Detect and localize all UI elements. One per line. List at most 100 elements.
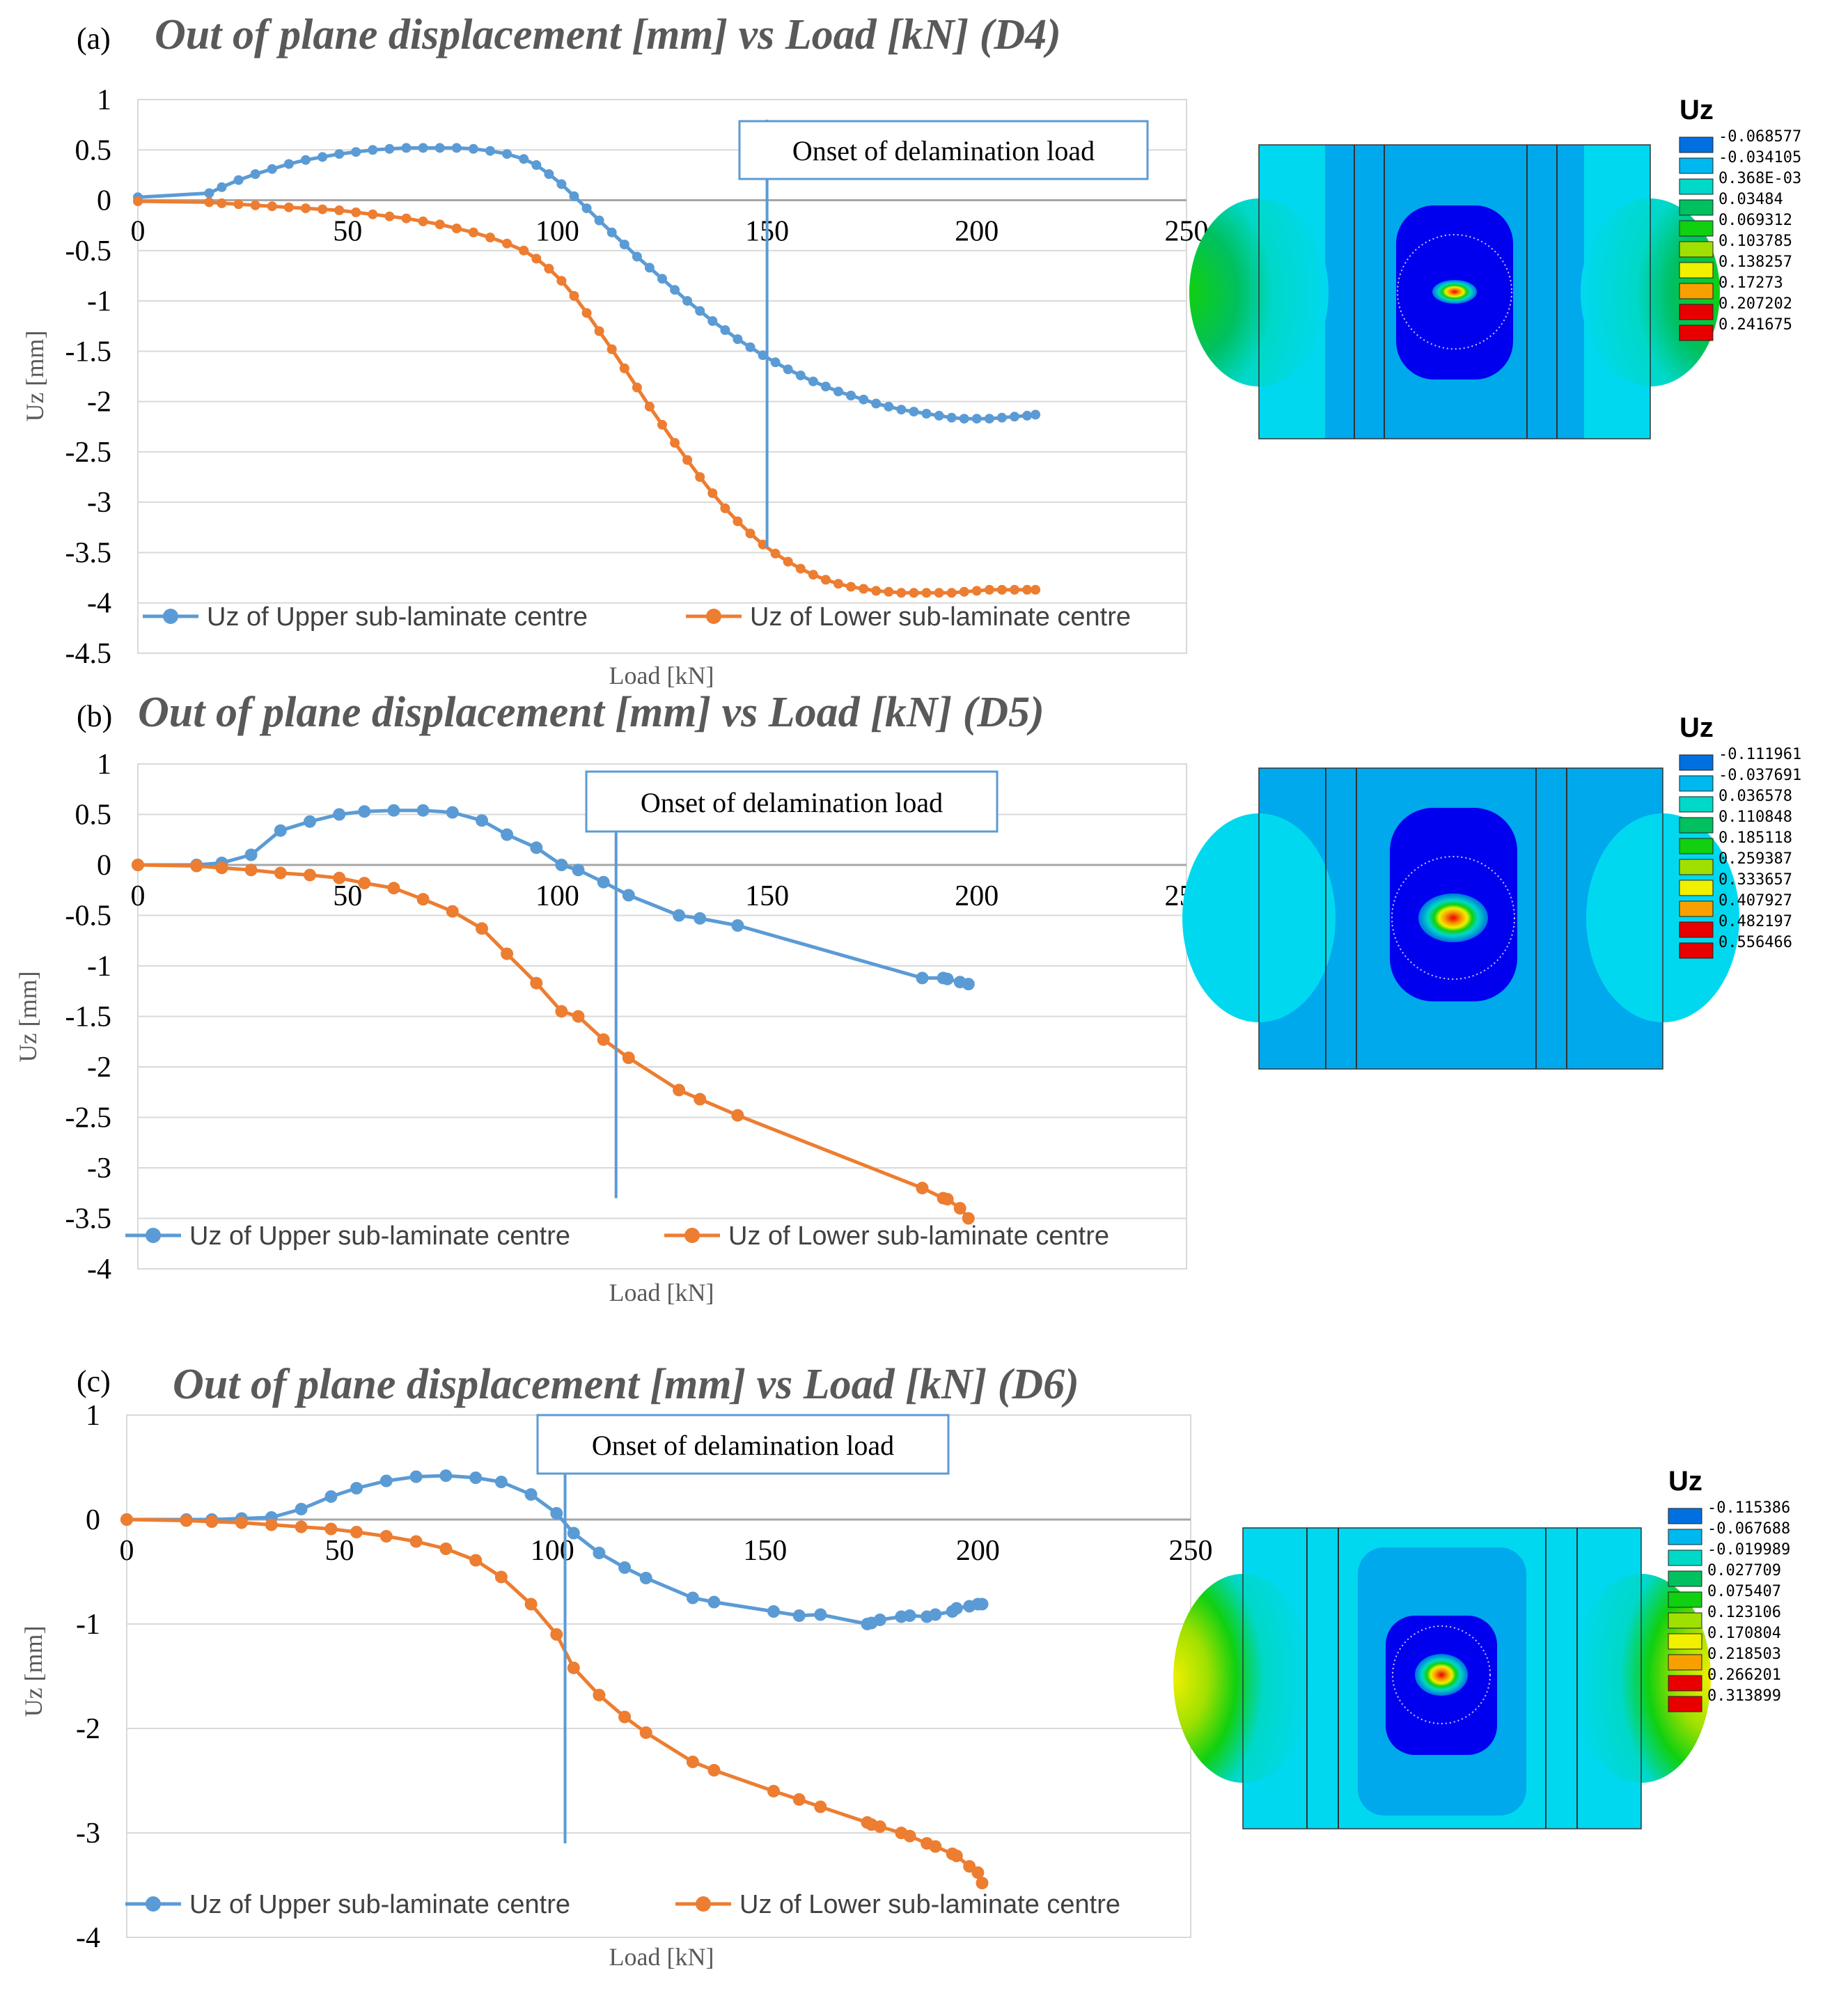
data-point-lower — [606, 344, 617, 354]
x-tick-label: 50 — [333, 216, 362, 248]
data-point-lower — [950, 1850, 963, 1862]
data-point-lower — [673, 1084, 686, 1097]
data-point-lower — [873, 1820, 886, 1833]
data-point-upper — [682, 296, 693, 306]
colorbar-value: -0.034105 — [1718, 149, 1801, 166]
x-axis-label: Load [kN] — [609, 1943, 714, 1971]
colorbar-value: 0.207202 — [1718, 295, 1792, 313]
colorbar-swatch — [1679, 880, 1714, 896]
data-point-upper — [295, 1503, 308, 1515]
y-tick-labels: 1 0.5 0 -0.5 -1 -1.5 -2 -2.5 -3 -3.5 -4 — [65, 749, 112, 1286]
data-point-upper — [476, 814, 488, 827]
colorbar-swatch — [1679, 838, 1714, 854]
data-point-lower — [903, 1829, 916, 1843]
data-point-lower — [469, 1554, 483, 1567]
colorbar-value: 0.103785 — [1718, 233, 1792, 250]
data-point-upper — [304, 815, 316, 828]
y-tick-label: -3 — [87, 487, 111, 519]
colorbar-value: 0.333657 — [1718, 871, 1792, 889]
data-point-lower — [619, 363, 629, 373]
x-axis-label: Load [kN] — [609, 1279, 714, 1306]
colorbar-swatch — [1668, 1570, 1702, 1587]
colorbar-value: 0.482197 — [1718, 913, 1792, 930]
data-point-lower — [707, 488, 718, 499]
data-point-lower — [597, 1033, 610, 1046]
data-point-lower — [1022, 584, 1033, 595]
colorbar-swatch — [1679, 817, 1714, 834]
series-line-lower — [137, 199, 1036, 595]
data-point-upper — [556, 179, 567, 189]
data-point-lower — [283, 202, 294, 212]
colorbar-swatch — [1668, 1612, 1702, 1629]
data-point-upper — [572, 864, 585, 877]
data-point-upper — [934, 410, 944, 421]
y-tick-label: -1.5 — [65, 336, 112, 368]
data-point-upper — [745, 342, 755, 352]
data-point-upper — [217, 182, 227, 192]
data-point-lower — [556, 276, 567, 286]
data-point-upper — [318, 152, 328, 162]
data-point-lower — [304, 868, 316, 882]
data-point-upper — [250, 169, 260, 179]
x-tick-label: 200 — [956, 1535, 1000, 1567]
data-point-upper — [971, 414, 982, 424]
data-point-upper — [916, 971, 929, 985]
chart-title: Out of plane displacement [mm] vs Load [… — [138, 689, 1044, 736]
data-point-lower — [524, 1598, 538, 1611]
data-point-lower — [476, 922, 488, 935]
data-point-upper — [418, 143, 428, 153]
legend-marker-upper — [146, 1896, 161, 1912]
data-point-lower — [530, 976, 543, 990]
data-point-upper — [767, 1605, 780, 1618]
data-point-lower — [233, 199, 244, 210]
data-point-lower — [639, 1726, 652, 1739]
data-point-lower — [550, 1628, 563, 1641]
colorbar-value: -0.111961 — [1718, 746, 1801, 763]
colorbar-d6: Uz -0.115386 -0.067688 -0.019989 0.027709 0.… — [1668, 1466, 1790, 1712]
data-point-upper — [896, 405, 907, 415]
data-point-upper — [941, 972, 954, 985]
legend-label-lower: Uz of Lower sub-laminate centre — [750, 602, 1131, 632]
data-point-lower — [334, 205, 345, 215]
series-line-lower — [126, 1517, 984, 1884]
data-point-lower — [215, 861, 228, 875]
data-point-lower — [758, 539, 768, 549]
data-point-upper — [622, 889, 635, 902]
chart-title: Out of plane displacement [mm] vs Load [… — [173, 1361, 1079, 1408]
data-point-lower — [501, 947, 514, 960]
data-point-upper — [694, 912, 707, 925]
data-point-lower — [959, 586, 969, 597]
legend-marker-upper — [146, 1228, 161, 1243]
colorbar-value: 0.170804 — [1707, 1625, 1781, 1642]
data-point-upper — [871, 398, 882, 409]
legend-label-lower: Uz of Lower sub-laminate centre — [728, 1221, 1109, 1251]
legend-marker-lower — [696, 1896, 711, 1912]
data-point-upper — [657, 274, 667, 284]
data-point-upper — [770, 357, 781, 368]
data-point-upper — [733, 334, 743, 344]
series-line-upper — [137, 146, 1036, 421]
legend-marker-lower — [684, 1228, 700, 1243]
data-point-upper — [758, 350, 768, 361]
data-point-upper — [387, 804, 400, 817]
data-point-upper — [695, 306, 705, 316]
data-point-upper — [673, 909, 686, 922]
y-tick-label: -1 — [87, 951, 111, 983]
series-line-lower — [137, 863, 970, 1220]
data-point-lower — [451, 224, 462, 233]
y-tick-label: 0 — [86, 1504, 100, 1536]
data-point-lower — [581, 308, 592, 318]
contour-hotspot — [1415, 1654, 1468, 1696]
x-tick-label: 200 — [955, 880, 999, 912]
data-point-lower — [569, 290, 579, 301]
data-point-upper — [531, 160, 542, 170]
data-point-upper — [524, 1488, 538, 1501]
colorbar-swatch — [1679, 754, 1714, 771]
x-tick-label: 50 — [325, 1535, 354, 1567]
data-point-lower — [274, 866, 287, 880]
data-point-lower — [695, 472, 705, 482]
data-point-lower — [846, 581, 856, 592]
y-tick-label: -4 — [87, 588, 111, 620]
data-point-lower — [622, 1052, 635, 1064]
